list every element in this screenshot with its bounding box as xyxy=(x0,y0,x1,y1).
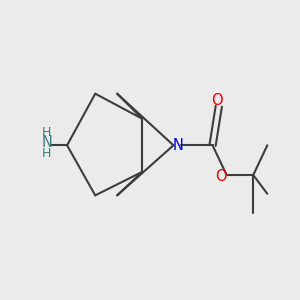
Text: N: N xyxy=(173,138,184,153)
Text: O: O xyxy=(212,93,223,108)
Text: H: H xyxy=(42,147,51,160)
Text: H: H xyxy=(42,126,51,139)
Text: N: N xyxy=(41,135,52,150)
Text: O: O xyxy=(215,169,227,184)
